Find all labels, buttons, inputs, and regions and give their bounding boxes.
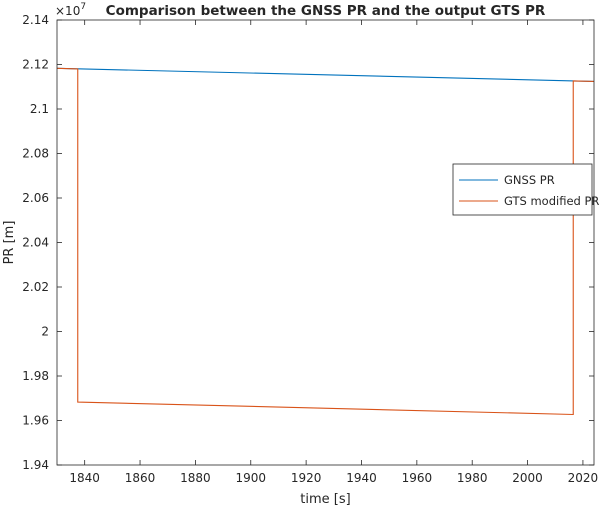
y-axis-label: PR [m]: [2, 221, 17, 265]
x-tick-label: 1980: [457, 471, 488, 485]
legend-box: [452, 163, 593, 216]
x-tick-label: 1900: [235, 471, 266, 485]
y-tick-label: 2.1: [30, 102, 49, 116]
x-tick-label: 1840: [69, 471, 100, 485]
y-tick-label: 2.08: [22, 147, 49, 161]
legend-label-1: GNSS PR: [504, 173, 555, 187]
series-layer: [56, 67, 595, 416]
y-tick-label: 1.98: [22, 369, 49, 383]
series-line-1: [56, 67, 595, 82]
y-axis-exponent: ×107: [55, 2, 86, 18]
y-tick-label: 2.04: [22, 236, 49, 250]
y-tick-label: 2.02: [22, 280, 49, 294]
x-tick-label: 1880: [180, 471, 211, 485]
x-tick-label: 1940: [346, 471, 377, 485]
x-tick-label: 1860: [125, 471, 156, 485]
y-tick-label: 2.12: [22, 58, 49, 72]
legend-label-2: GTS modified PR: [504, 194, 599, 208]
tick-layer: 1840 1860 1880 1900 1920 1940 1960 1980 2000 2020…: [22, 13, 598, 485]
y-tick-label: 1.94: [22, 458, 49, 472]
y-tick-label: 2.14: [22, 13, 49, 27]
legend-items: GNSS PR GTS modified PR: [459, 173, 599, 208]
x-axis-label: time [s]: [300, 492, 350, 507]
y-tick-label: 1.96: [22, 414, 49, 428]
legend[interactable]: GNSS PR GTS modified PR: [452, 163, 599, 216]
y-tick-label: 2: [41, 325, 49, 339]
x-tick-label: 1920: [291, 471, 322, 485]
x-tick-label: 2020: [568, 471, 599, 485]
y-axis-exponent-power: 7: [80, 2, 86, 12]
chart-title: Comparison between the GNSS PR and the o…: [106, 3, 546, 19]
x-tick-label: 2000: [512, 471, 543, 485]
y-tick-label: 2.06: [22, 191, 49, 205]
y-axis-exponent-base: ×10: [55, 4, 80, 18]
series-line-2: [56, 67, 595, 416]
x-tick-label: 1960: [402, 471, 433, 485]
